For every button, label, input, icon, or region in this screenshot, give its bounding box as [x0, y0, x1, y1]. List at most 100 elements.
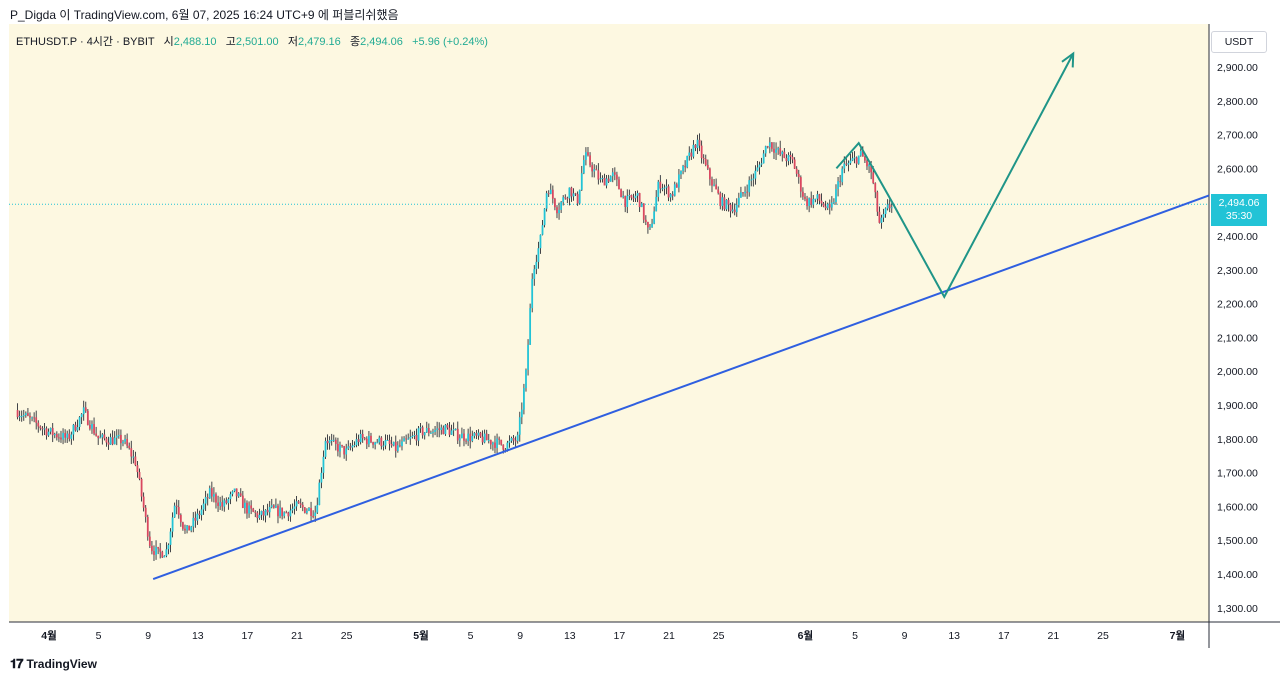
candle — [190, 525, 193, 533]
candle — [210, 481, 213, 502]
support-trendline[interactable] — [152, 194, 1210, 581]
candle — [793, 157, 796, 170]
candle — [638, 192, 641, 212]
candle — [647, 221, 649, 234]
candle — [361, 429, 364, 443]
candle — [101, 433, 104, 445]
candle — [363, 436, 366, 441]
y-tick-label: 2,700.00 — [1217, 130, 1258, 142]
candle — [799, 175, 802, 198]
candle — [527, 339, 529, 376]
candle — [275, 498, 277, 509]
candle — [560, 201, 563, 213]
candle — [622, 190, 625, 199]
candle — [634, 190, 637, 202]
candle — [816, 190, 819, 205]
candle — [661, 183, 664, 192]
candle — [270, 498, 273, 509]
candle — [851, 152, 854, 162]
candle — [20, 410, 23, 422]
candle — [632, 193, 635, 203]
candle — [297, 500, 300, 504]
candle — [434, 426, 436, 436]
candle — [51, 423, 54, 443]
tradingview-watermark[interactable]: 𝟏𝟕 TradingView — [10, 656, 97, 672]
candle — [86, 408, 89, 426]
candle — [55, 431, 58, 441]
candle — [700, 140, 703, 164]
candle — [411, 431, 414, 439]
candle — [582, 155, 585, 175]
projection-path[interactable] — [835, 53, 1075, 299]
candle — [248, 501, 250, 518]
candle — [644, 215, 647, 226]
candle — [564, 194, 567, 200]
candle — [706, 159, 709, 171]
candle — [452, 422, 455, 437]
candle — [812, 194, 815, 209]
candle — [673, 181, 676, 197]
y-tick-label: 1,900.00 — [1217, 400, 1258, 412]
candle — [835, 184, 837, 205]
candle — [777, 146, 780, 155]
candle — [213, 487, 215, 503]
candle — [171, 512, 174, 538]
candle — [599, 172, 602, 183]
candle — [138, 468, 141, 481]
candle — [370, 432, 372, 444]
candle — [388, 434, 391, 451]
candle — [802, 187, 804, 200]
candle — [200, 505, 203, 521]
candle — [281, 507, 284, 520]
candle — [585, 147, 587, 166]
candle — [33, 412, 36, 423]
candle — [721, 192, 724, 211]
candle — [322, 450, 325, 479]
x-tick-label: 5 — [852, 630, 858, 642]
candle — [818, 193, 821, 205]
candle — [341, 444, 343, 448]
candle — [626, 189, 629, 214]
y-tick-label: 1,500.00 — [1217, 535, 1258, 547]
candle — [806, 195, 808, 210]
candle — [368, 431, 370, 448]
chart-area[interactable] — [9, 24, 1209, 622]
x-tick-label: 4월 — [41, 629, 57, 642]
candle — [824, 200, 827, 211]
candle — [609, 175, 612, 182]
candle — [60, 430, 62, 443]
candle — [89, 420, 91, 431]
candle — [142, 492, 145, 512]
candle — [692, 140, 695, 159]
candle — [167, 543, 170, 555]
candle — [384, 434, 387, 450]
candle — [539, 234, 542, 254]
candle — [735, 198, 738, 217]
candle — [347, 440, 350, 451]
candle — [760, 157, 763, 167]
candle — [688, 146, 691, 161]
currency-button[interactable]: USDT — [1211, 31, 1267, 53]
candle — [709, 167, 711, 186]
candle — [66, 430, 69, 443]
candle — [833, 198, 835, 205]
candle — [492, 441, 494, 451]
candle — [432, 428, 434, 438]
symbol-label[interactable]: ETHUSDT.P · 4시간 · BYBIT — [16, 36, 155, 48]
candle — [545, 190, 548, 212]
candle — [103, 429, 106, 441]
candle — [558, 202, 560, 220]
candle — [277, 503, 279, 524]
candle — [675, 182, 678, 188]
candle — [425, 421, 428, 433]
candle — [746, 184, 749, 199]
candle — [409, 429, 412, 445]
candle — [337, 437, 339, 457]
candle — [241, 490, 244, 509]
candle — [18, 410, 21, 422]
candle — [76, 419, 79, 433]
candle — [779, 140, 782, 157]
candle — [886, 199, 889, 211]
candle — [595, 165, 598, 171]
